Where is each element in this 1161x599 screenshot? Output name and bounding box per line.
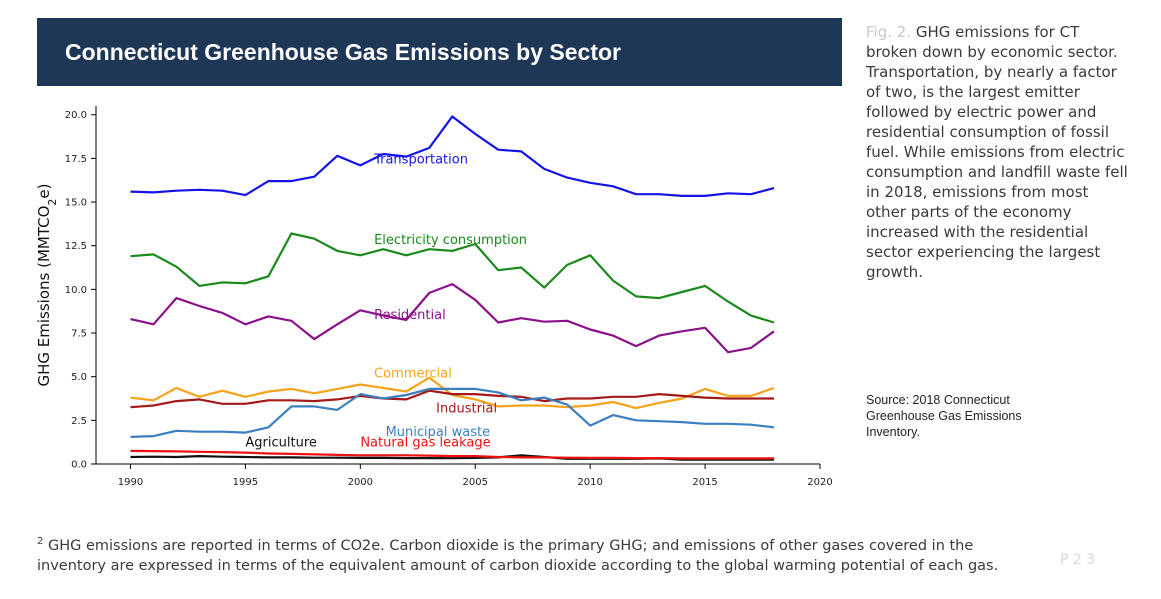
figure-caption: Fig. 2. GHG emissions for CT broken down… (866, 22, 1128, 282)
x-tick-label: 1995 (233, 477, 258, 488)
y-tick-label: 0.0 (71, 460, 87, 471)
series-line-industrial (130, 389, 774, 409)
footnote: 2 GHG emissions are reported in terms of… (37, 532, 1037, 576)
x-tick-label: 2010 (577, 477, 602, 488)
series-label-municipal-waste: Municipal waste (386, 425, 491, 440)
title-banner: Connecticut Greenhouse Gas Emissions by … (37, 18, 842, 86)
y-tick-label: 2.5 (71, 416, 87, 427)
series-label-industrial: Industrial (436, 401, 497, 416)
y-tick-label: 12.5 (65, 241, 87, 252)
page-mark: P 2 3 (1060, 552, 1096, 568)
series-label-transportation: Transportation (373, 153, 468, 168)
series-line-natural-gas-leakage (130, 449, 774, 460)
series-label-electricity-consumption: Electricity consumption (374, 233, 527, 248)
series-line-residential (130, 283, 775, 354)
y-tick-label: 20.0 (65, 110, 87, 121)
y-axis-label: GHG Emissions (MMTCO2e) (35, 183, 59, 386)
series-label-commercial: Commercial (374, 367, 452, 382)
x-tick-label: 2020 (807, 477, 832, 488)
slide-title: Connecticut Greenhouse Gas Emissions by … (65, 38, 621, 65)
caption-prefix: Fig. 2. (866, 23, 912, 41)
series-line-electricity-consumption (130, 232, 775, 324)
footnote-text: GHG emissions are reported in terms of C… (37, 537, 999, 574)
series-line-municipal-waste (130, 387, 775, 438)
x-tick-label: 2005 (463, 477, 488, 488)
y-tick-label: 17.5 (65, 154, 87, 165)
x-tick-label: 2015 (692, 477, 717, 488)
caption-text: GHG emissions for CT broken down by econ… (866, 23, 1128, 281)
series-label-agriculture: Agriculture (245, 436, 317, 451)
x-tick-label: 1990 (118, 477, 143, 488)
y-tick-label: 7.5 (71, 329, 87, 340)
series-label-natural-gas-leakage: Natural gas leakage (360, 436, 490, 451)
x-tick-label: 2000 (348, 477, 373, 488)
y-tick-label: 15.0 (65, 198, 87, 209)
emissions-line-chart: 1990 1995 2000 2005 2010 2015 2020 0.0 2.5 5.0 7.5… (35, 106, 833, 488)
y-tick-label: 5.0 (71, 372, 87, 383)
series-label-residential: Residential (374, 308, 446, 323)
footnote-mark: 2 (37, 536, 44, 547)
y-tick-label: 10.0 (65, 285, 87, 296)
series-line-transportation (130, 115, 775, 198)
source-note: Source: 2018 Connecticut Greenhouse Gas … (866, 393, 1022, 439)
